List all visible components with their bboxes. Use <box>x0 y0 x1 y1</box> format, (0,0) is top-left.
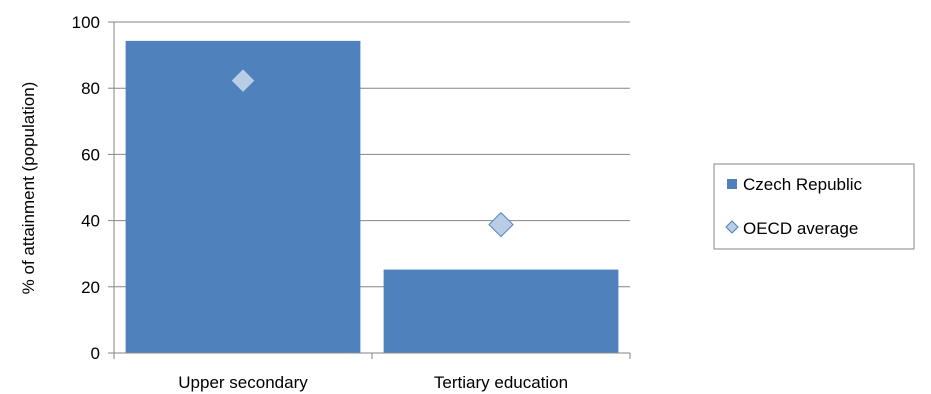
legend-swatch-oecd-average <box>725 220 739 234</box>
y-tick-label-20: 20 <box>81 278 100 297</box>
y-tick-label-100: 100 <box>72 13 100 32</box>
legend-label-oecd-average: OECD average <box>743 219 858 238</box>
axes <box>113 22 631 359</box>
legend-box <box>713 163 915 250</box>
x-tick-labels: Upper secondary Tertiary education <box>178 373 568 392</box>
y-tick-label-60: 60 <box>81 145 100 164</box>
y-tick-labels: 0 20 40 60 80 100 <box>72 13 100 363</box>
bars <box>125 40 619 353</box>
marker-oecd-average-upper-secondary <box>230 67 256 94</box>
marker-oecd-average-tertiary-education <box>488 211 514 238</box>
x-tick-label-tertiary-education: Tertiary education <box>434 373 568 392</box>
y-tick-label-0: 0 <box>91 344 100 363</box>
y-axis-title: % of attainment (population) <box>19 82 38 295</box>
y-tick-label-80: 80 <box>81 79 100 98</box>
legend-swatch-czech-republic <box>727 179 737 189</box>
bar-czech-republic-tertiary-education <box>383 269 619 353</box>
x-tick-label-upper-secondary: Upper secondary <box>178 373 308 392</box>
legend-label-czech-republic: Czech Republic <box>743 175 863 194</box>
markers <box>230 67 514 238</box>
legend: Czech Republic OECD average <box>713 163 915 250</box>
y-tick-label-40: 40 <box>81 212 100 231</box>
